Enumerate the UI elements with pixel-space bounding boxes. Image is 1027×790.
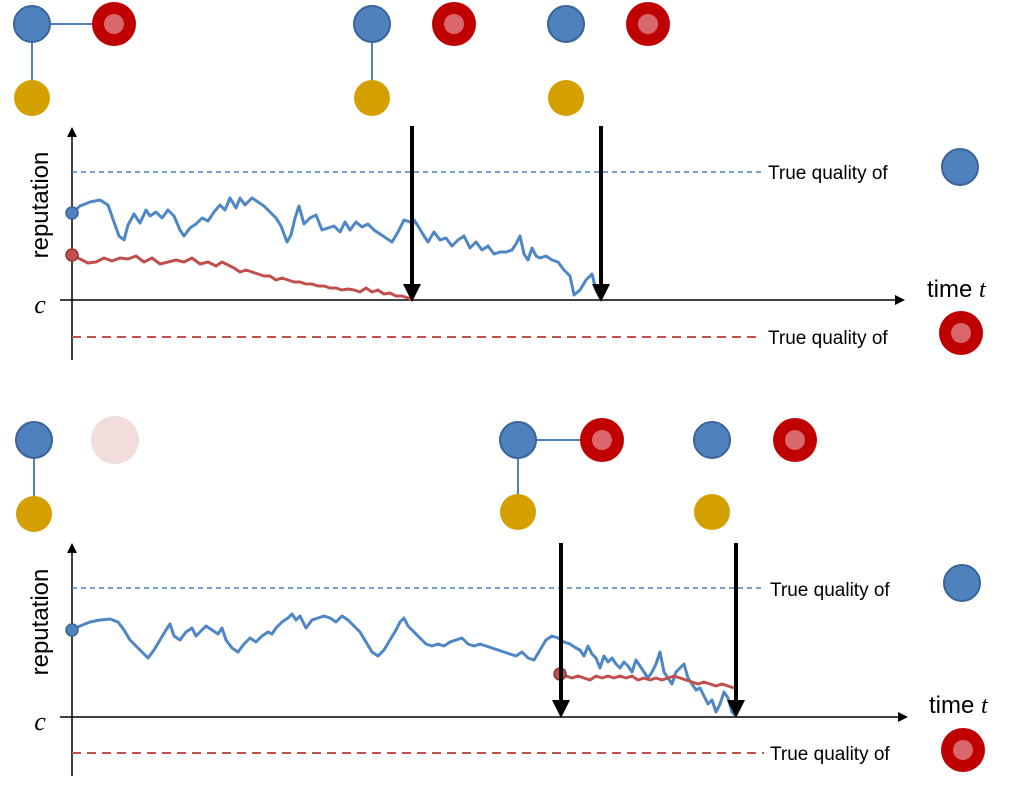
panel-bottom: reputation c time t True quality of True… bbox=[15, 416, 989, 776]
true-quality-red-label: True quality of bbox=[768, 328, 888, 349]
y-axis-label: reputation bbox=[27, 569, 54, 676]
red-agent-inner bbox=[953, 740, 973, 760]
blue-agent-icon bbox=[693, 421, 731, 459]
exit-arrow-1-head bbox=[403, 284, 421, 302]
c-label: c bbox=[34, 707, 46, 736]
icon-group-1 bbox=[13, 2, 136, 116]
gold-agent-icon bbox=[694, 494, 730, 530]
gold-agent-icon bbox=[500, 494, 536, 530]
blue-agent-icon bbox=[353, 5, 391, 43]
blue-reputation-curve bbox=[71, 612, 738, 718]
gold-agent-icon bbox=[16, 496, 52, 532]
icon-group-2 bbox=[499, 418, 624, 530]
y-axis-label: reputation bbox=[27, 152, 54, 259]
red-agent-inner bbox=[785, 430, 805, 450]
gold-agent-icon bbox=[548, 80, 584, 116]
icon-group-2 bbox=[353, 2, 476, 116]
faded-red-agent-icon bbox=[91, 416, 139, 464]
red-agent-inner bbox=[592, 430, 612, 450]
true-quality-red-label: True quality of bbox=[770, 744, 890, 765]
red-agent-inner bbox=[444, 14, 464, 34]
x-axis-label-text: time bbox=[927, 276, 972, 303]
gold-agent-icon bbox=[354, 80, 390, 116]
red-agent-inner bbox=[104, 14, 124, 34]
exit-arrow-2-head bbox=[592, 284, 610, 302]
exit-arrow-2-head bbox=[727, 700, 745, 718]
panel-top: reputation c time t True quality of True… bbox=[13, 2, 987, 360]
x-axis-var: t bbox=[979, 277, 987, 303]
blue-agent-icon bbox=[941, 148, 979, 186]
gold-agent-icon bbox=[14, 80, 50, 116]
blue-reputation-curve bbox=[71, 196, 602, 299]
x-axis-var: t bbox=[981, 693, 989, 719]
blue-agent-icon bbox=[13, 5, 51, 43]
x-axis-label: time t bbox=[927, 276, 987, 303]
red-reputation-curve bbox=[559, 672, 735, 690]
icon-group-3 bbox=[547, 2, 670, 116]
red-start-point bbox=[65, 248, 79, 262]
red-agent-inner bbox=[951, 323, 971, 343]
exit-arrow-1-head bbox=[552, 700, 570, 718]
true-quality-blue-label: True quality of bbox=[768, 163, 888, 184]
icon-group-3 bbox=[693, 418, 817, 530]
red-agent-inner bbox=[638, 14, 658, 34]
icon-group-1 bbox=[15, 416, 139, 532]
blue-agent-icon bbox=[943, 564, 981, 602]
blue-start-point bbox=[65, 623, 79, 637]
x-axis-label: time t bbox=[929, 692, 989, 719]
c-label: c bbox=[34, 290, 46, 319]
true-quality-blue-label: True quality of bbox=[770, 580, 890, 601]
blue-agent-icon bbox=[499, 421, 537, 459]
red-reputation-curve bbox=[71, 253, 413, 302]
x-axis-label-text: time bbox=[929, 692, 974, 719]
blue-agent-icon bbox=[15, 421, 53, 459]
blue-start-point bbox=[65, 206, 79, 220]
blue-agent-icon bbox=[547, 5, 585, 43]
